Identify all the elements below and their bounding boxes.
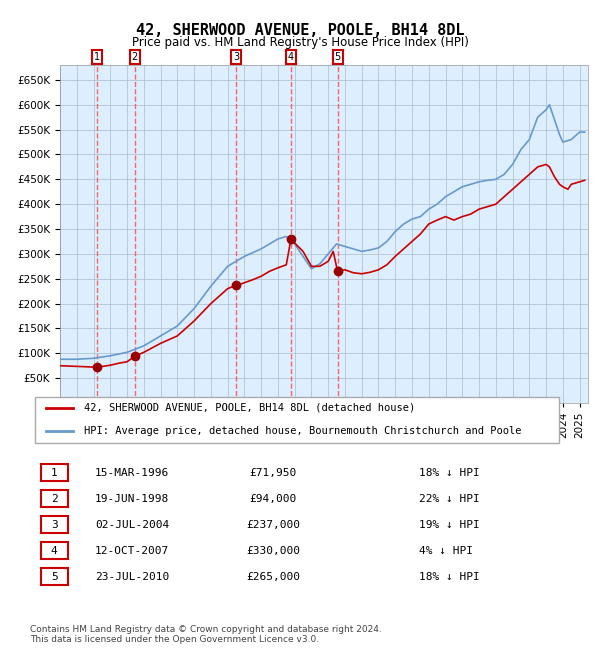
FancyBboxPatch shape (41, 542, 68, 559)
Text: 22% ↓ HPI: 22% ↓ HPI (419, 493, 479, 504)
FancyBboxPatch shape (41, 464, 68, 481)
Text: This data is licensed under the Open Government Licence v3.0.: This data is licensed under the Open Gov… (30, 634, 319, 644)
FancyBboxPatch shape (41, 568, 68, 585)
FancyBboxPatch shape (35, 397, 559, 443)
FancyBboxPatch shape (41, 516, 68, 533)
Text: HPI: Average price, detached house, Bournemouth Christchurch and Poole: HPI: Average price, detached house, Bour… (84, 426, 521, 436)
Text: 2: 2 (131, 52, 138, 62)
Text: £71,950: £71,950 (250, 467, 296, 478)
Text: 2: 2 (51, 493, 58, 504)
Text: 4: 4 (51, 545, 58, 556)
Text: 12-OCT-2007: 12-OCT-2007 (95, 545, 169, 556)
Text: 19-JUN-1998: 19-JUN-1998 (95, 493, 169, 504)
Text: 23-JUL-2010: 23-JUL-2010 (95, 571, 169, 582)
Text: 42, SHERWOOD AVENUE, POOLE, BH14 8DL (detached house): 42, SHERWOOD AVENUE, POOLE, BH14 8DL (de… (84, 403, 415, 413)
Text: 1: 1 (51, 467, 58, 478)
Text: Price paid vs. HM Land Registry's House Price Index (HPI): Price paid vs. HM Land Registry's House … (131, 36, 469, 49)
Text: 18% ↓ HPI: 18% ↓ HPI (419, 571, 479, 582)
Text: 1: 1 (94, 52, 100, 62)
Text: 18% ↓ HPI: 18% ↓ HPI (419, 467, 479, 478)
Text: £237,000: £237,000 (246, 519, 300, 530)
FancyBboxPatch shape (41, 490, 68, 507)
Text: £265,000: £265,000 (246, 571, 300, 582)
Text: 5: 5 (334, 52, 341, 62)
Text: 02-JUL-2004: 02-JUL-2004 (95, 519, 169, 530)
Text: £330,000: £330,000 (246, 545, 300, 556)
Text: 3: 3 (51, 519, 58, 530)
Text: 4% ↓ HPI: 4% ↓ HPI (419, 545, 473, 556)
Text: £94,000: £94,000 (250, 493, 296, 504)
Text: 42, SHERWOOD AVENUE, POOLE, BH14 8DL: 42, SHERWOOD AVENUE, POOLE, BH14 8DL (136, 23, 464, 38)
Text: 5: 5 (51, 571, 58, 582)
Text: 15-MAR-1996: 15-MAR-1996 (95, 467, 169, 478)
Text: 4: 4 (288, 52, 294, 62)
Text: 3: 3 (233, 52, 239, 62)
Text: Contains HM Land Registry data © Crown copyright and database right 2024.: Contains HM Land Registry data © Crown c… (30, 625, 382, 634)
Text: 19% ↓ HPI: 19% ↓ HPI (419, 519, 479, 530)
